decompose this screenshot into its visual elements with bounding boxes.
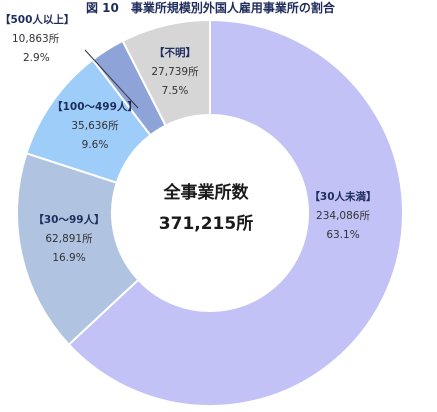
leader-line xyxy=(84,49,139,109)
label-100-499-label: 【100～499人】 xyxy=(52,100,138,113)
donut-slices xyxy=(16,18,404,407)
label-unknown-value-text: 27,739所 xyxy=(151,66,199,78)
label-100-499-percent-text: 9.6% xyxy=(82,139,109,151)
label-under-30-value-text: 234,086所 xyxy=(316,210,370,222)
center-value: 371,215所 xyxy=(159,214,253,234)
label-100-499-value-text: 35,636所 xyxy=(71,120,119,132)
slice-unknown xyxy=(121,18,211,127)
label-unknown-percent-text: 7.5% xyxy=(162,85,189,97)
label-30-99-label: 【30～99人】 xyxy=(33,213,104,226)
slice-30-99 xyxy=(16,152,140,347)
label-30-99-percent-text: 16.9% xyxy=(52,252,85,264)
label-500-plus-value-text: 10,863所 xyxy=(12,33,60,45)
label-500-plus-label: 【500人以上】 xyxy=(0,13,74,26)
chart-title: 図 10 事業所規模別外国人雇用事業所の割合 xyxy=(86,0,336,15)
label-500-plus-percent-text: 2.9% xyxy=(23,52,50,64)
label-under-30-percent-text: 63.1% xyxy=(326,229,359,241)
center-label: 全事業所数 xyxy=(163,182,250,203)
slice-under-30 xyxy=(67,18,404,407)
slice-labels: 【30人未満】 234,086所 63.1% 【30～99人】 62,891所 16.9%… xyxy=(0,13,377,264)
label-30-99-value-text: 62,891所 xyxy=(45,233,93,245)
label-unknown-label: 【不明】 xyxy=(154,46,196,59)
label-under-30-label: 【30人未満】 xyxy=(309,190,376,203)
